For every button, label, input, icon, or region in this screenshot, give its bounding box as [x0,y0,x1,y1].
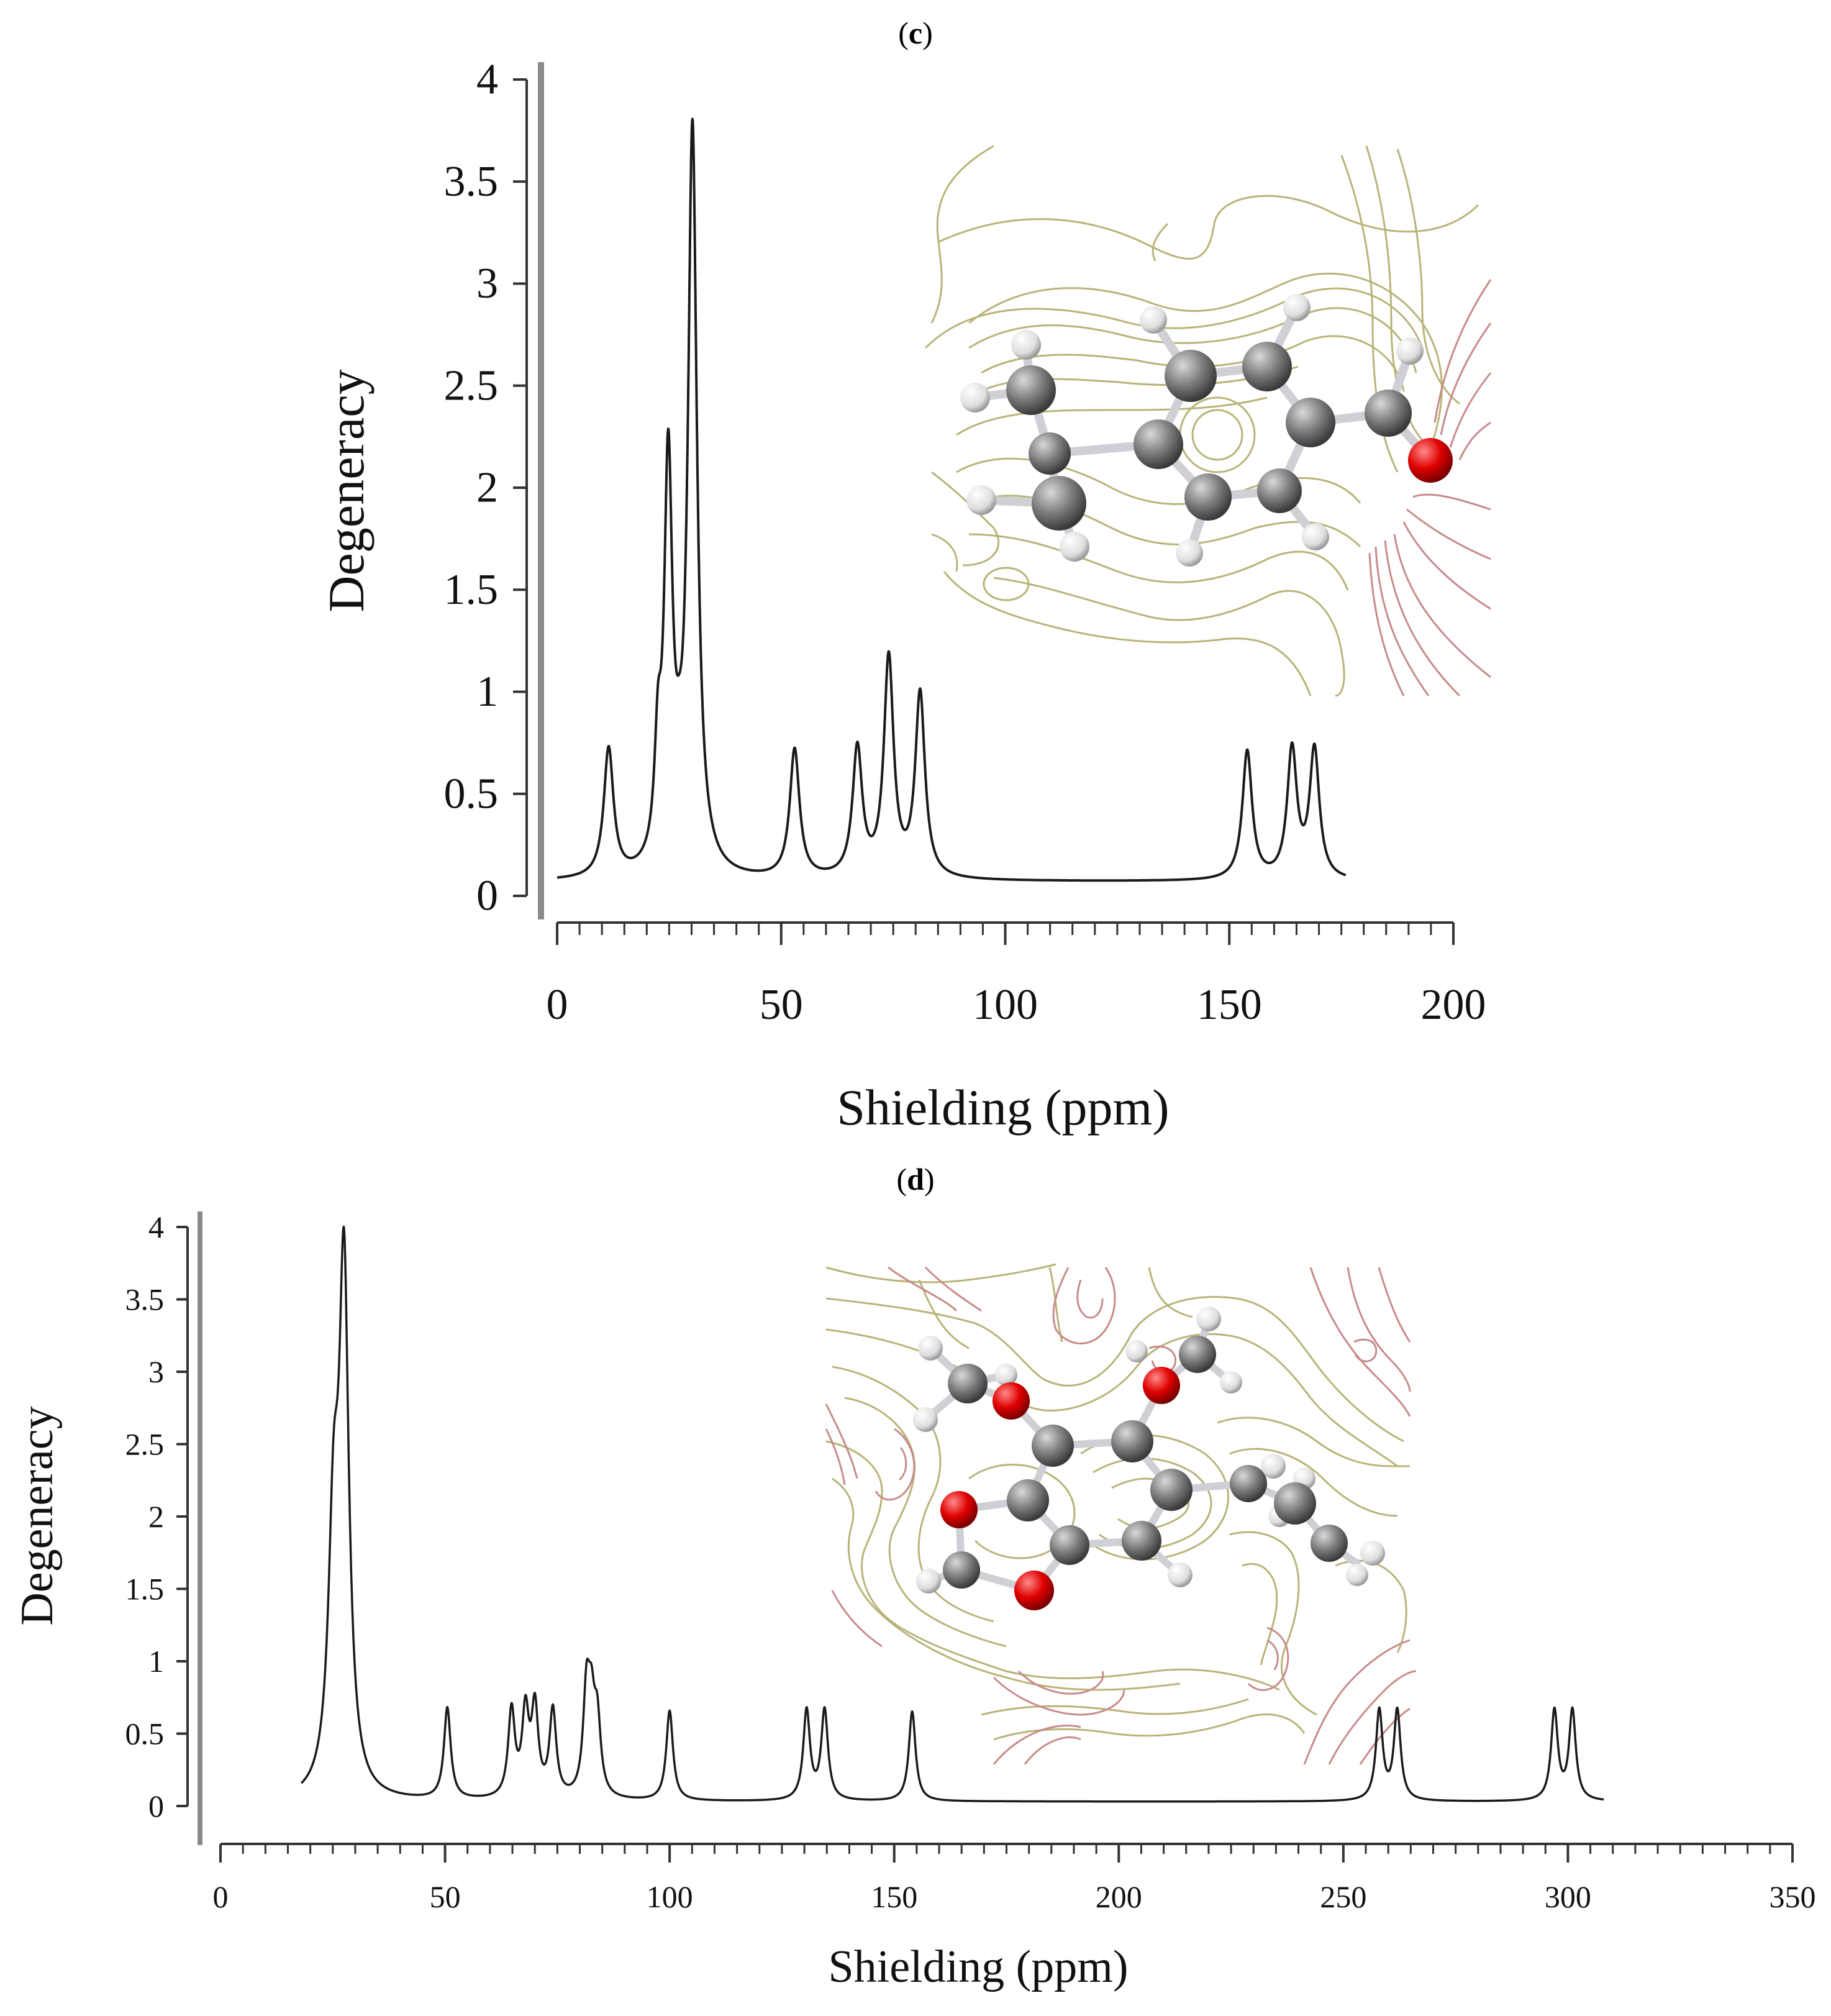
panel-c-x-title: Shielding (ppm) [837,1079,1169,1136]
panel-d: (d) 0 0.5 1 1.5 2 2.5 3 3.5 4 0 50 100 150 200 250 300… [12,1162,1816,1992]
y-tick-label: 3 [476,260,498,308]
panel-c-inset-molecule [924,145,1492,697]
y-tick-label: 1 [476,668,498,716]
y-tick-label: 2.5 [125,1427,165,1462]
x-tick-label: 250 [1320,1879,1366,1914]
x-tick-label: 50 [760,981,803,1029]
y-tick-label: 3.5 [444,158,499,206]
y-tick-label: 1.5 [444,566,499,614]
panel-c: (c) 0 0.5 1 1.5 2 2.5 3 3.5 4 0 50 100 150 200 Shiel… [318,16,1492,1136]
y-tick-label: 4 [476,56,498,104]
panel-c-contours-negative [1368,279,1492,697]
panel-c-y-ticks: 0 0.5 1 1.5 2 2.5 3 3.5 4 [444,56,527,920]
x-tick-label: 200 [1421,981,1486,1029]
y-tick-label: 4 [148,1210,164,1244]
panel-d-y-title: Degeneracy [12,1406,63,1625]
panel-d-inset-molecule [825,1263,1417,1765]
panel-c-label: (c) [898,16,933,50]
panel-d-atoms [913,1307,1385,1610]
panel-c-letter: c [909,16,922,50]
y-tick-label: 0 [476,872,498,920]
panel-d-contours-negative [825,1266,1417,1765]
panel-c-y-title: Degeneracy [318,369,375,613]
y-tick-label: 2 [476,464,498,512]
panel-c-x-ticks: 0 50 100 150 200 [547,923,1486,1029]
x-tick-label: 300 [1545,1879,1591,1914]
x-tick-label: 100 [973,981,1038,1029]
x-tick-label: 50 [430,1879,461,1914]
panel-d-letter: d [907,1162,924,1197]
y-tick-label: 0 [148,1789,164,1823]
x-tick-label: 150 [1197,981,1262,1029]
y-tick-label: 2 [148,1499,164,1534]
panel-d-contours-positive [825,1263,1410,1741]
panel-d-label: (d) [896,1162,934,1197]
y-tick-label: 3.5 [125,1282,165,1317]
x-tick-label: 350 [1770,1879,1816,1914]
y-tick-label: 2.5 [444,362,499,409]
panel-d-y-ticks: 0 0.5 1 1.5 2 2.5 3 3.5 4 [125,1210,188,1823]
x-tick-label: 0 [547,981,568,1029]
panel-d-x-ticks: 0 50 100 150 200 250 300 350 [213,1844,1816,1914]
x-tick-label: 0 [213,1879,229,1914]
panel-c-atoms [960,294,1453,567]
y-tick-label: 0.5 [444,770,499,818]
panel-c-spectrum-line [556,117,1347,882]
panel-d-spectrum-line [300,1225,1605,1803]
y-tick-label: 1 [148,1644,164,1679]
y-tick-label: 3 [148,1354,164,1389]
x-tick-label: 200 [1096,1879,1142,1914]
y-tick-label: 1.5 [125,1572,165,1607]
x-tick-label: 100 [647,1879,693,1914]
panel-d-x-title: Shielding (ppm) [828,1941,1128,1992]
x-tick-label: 150 [871,1879,917,1914]
y-tick-label: 0.5 [125,1717,165,1751]
